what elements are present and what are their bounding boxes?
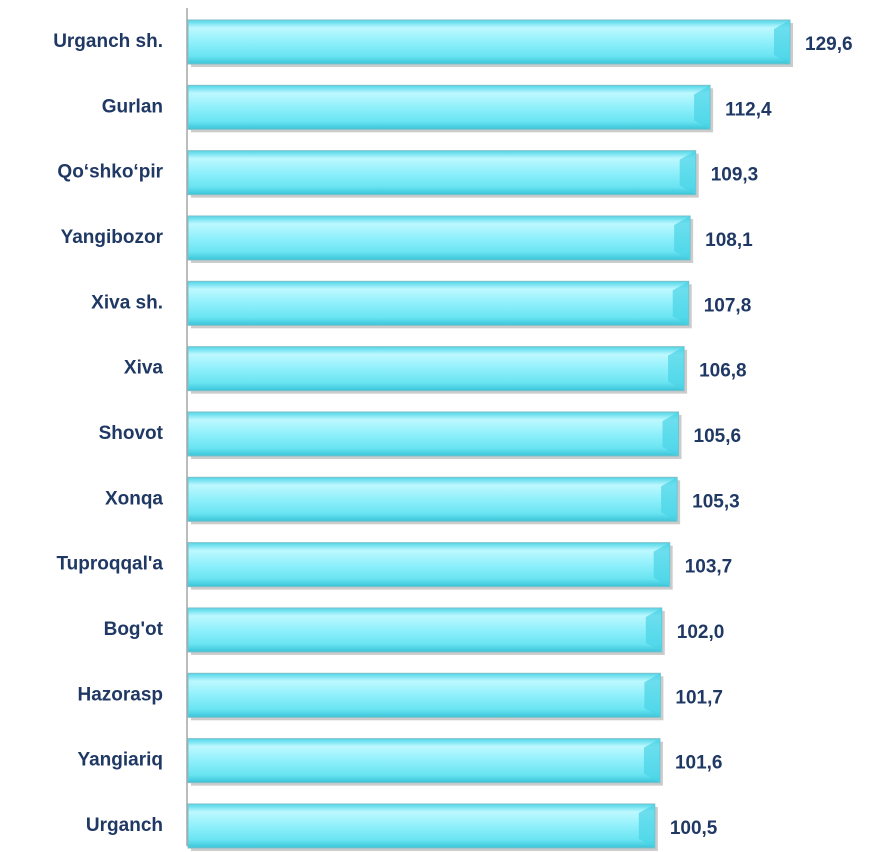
value-label: 112,4: [725, 99, 772, 120]
bar: [187, 476, 678, 522]
bar-bevel: [644, 673, 661, 718]
bar-bevel: [661, 477, 678, 522]
value-label: 101,7: [675, 687, 723, 708]
category-label: Bog'ot: [104, 619, 164, 640]
category-label: Xiva sh.: [91, 292, 163, 313]
category-label: Xonqa: [105, 488, 163, 509]
category-label: Gurlan: [102, 96, 163, 117]
bar: [187, 84, 711, 130]
bar-bevel: [674, 215, 691, 260]
value-label: 103,7: [685, 557, 733, 578]
bar: [187, 215, 691, 261]
bar: [187, 150, 697, 196]
category-label: Yangibozor: [61, 227, 164, 248]
category-label: Hazorasp: [77, 684, 163, 705]
bar-bevel: [672, 281, 689, 326]
value-label: 106,8: [699, 361, 747, 382]
category-label: Urganch: [86, 815, 163, 836]
category-label: Tuproqqal'a: [56, 554, 163, 575]
category-label: Shovot: [99, 423, 164, 444]
value-label: 129,6: [805, 34, 853, 55]
value-label: 102,0: [677, 622, 725, 643]
value-label: 105,6: [694, 426, 742, 447]
bar-bevel: [774, 20, 790, 64]
bar-bevel: [679, 150, 696, 195]
category-label: Xiva: [124, 358, 164, 379]
bar-bevel: [668, 346, 685, 391]
value-label: 107,8: [704, 295, 752, 316]
bar-bevel: [662, 411, 679, 456]
category-label: Urganch sh.: [53, 31, 163, 52]
bar: [187, 607, 663, 653]
value-label: 109,3: [711, 165, 759, 186]
value-label: 101,6: [675, 753, 723, 774]
bar: [187, 411, 680, 457]
bar: [187, 672, 661, 718]
bar: [187, 738, 661, 784]
bar: [187, 280, 690, 326]
value-label: 108,1: [705, 230, 753, 251]
bar-bevel: [645, 607, 662, 652]
value-label: 100,5: [670, 818, 718, 839]
bar: [187, 346, 685, 392]
bar: [187, 542, 671, 588]
bar: [187, 803, 656, 849]
bar-bevel: [638, 803, 655, 848]
value-label: 105,3: [692, 491, 740, 512]
bar-bevel: [653, 542, 670, 587]
bar: [187, 19, 791, 65]
category-label: Yangiariq: [77, 750, 163, 771]
bar-bevel: [643, 738, 660, 783]
category-label: Qo‘shko‘pir: [57, 162, 163, 183]
bar-bevel: [694, 85, 711, 130]
